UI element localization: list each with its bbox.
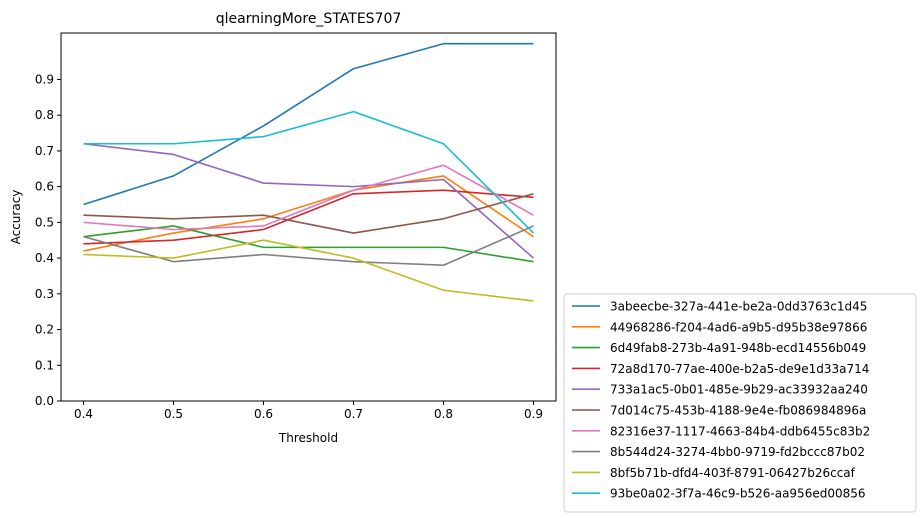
y-tick-label: 0.8 — [35, 108, 54, 122]
y-axis: 0.0 0.1 0.2 0.3 0.4 0.5 0.6 0.7 0.8 0.9 — [35, 72, 61, 408]
x-tick-label: 0.9 — [524, 407, 543, 421]
y-tick-label: 0.4 — [35, 251, 54, 265]
legend-frame — [563, 293, 917, 513]
plot-lines — [83, 42, 535, 302]
y-tick-label: 0.9 — [35, 72, 54, 86]
series-line-9 — [83, 239, 534, 302]
x-tick-label: 0.4 — [74, 407, 93, 421]
legend-label: 82316e37-1117-4663-84b4-ddb6455c83b2 — [610, 424, 870, 438]
y-tick-label: 0.3 — [35, 287, 54, 301]
y-tick-label: 0.1 — [35, 358, 54, 372]
x-tick-label: 0.8 — [434, 407, 453, 421]
x-axis-label: Threshold — [278, 431, 338, 445]
y-tick-label: 0.7 — [35, 144, 54, 158]
series-line-3 — [83, 225, 534, 263]
chart-title: qlearningMore_STATES707 — [216, 11, 402, 27]
series-line-7 — [83, 164, 534, 231]
x-tick-label: 0.7 — [344, 407, 363, 421]
y-axis-label: Accuracy — [9, 190, 23, 245]
series-line-6 — [83, 193, 534, 234]
x-tick-label: 0.6 — [254, 407, 273, 421]
y-tick-label: 0.0 — [35, 394, 54, 408]
legend-label: 733a1ac5-0b01-485e-9b29-ac33932aa240 — [610, 383, 868, 397]
legend-label: 44968286-f204-4ad6-a9b5-d95b38e97866 — [610, 320, 867, 334]
x-axis: 0.4 0.5 0.6 0.7 0.8 0.9 — [74, 401, 543, 421]
legend-label: 72a8d170-77ae-400e-b2a5-de9e1d33a714 — [610, 362, 869, 376]
legend-label: 8b544d24-3274-4bb0-9719-fd2bccc87b02 — [610, 445, 865, 459]
legend: 3abeecbe-327a-441e-be2a-0dd3763c1d45 4496… — [563, 293, 917, 513]
series-line-2 — [83, 175, 534, 252]
legend-label: 8bf5b71b-dfd4-403f-8791-06427b26ccaf — [610, 466, 856, 480]
y-tick-label: 0.6 — [35, 180, 54, 194]
legend-label: 93be0a02-3f7a-46c9-b526-aa956ed00856 — [610, 487, 866, 501]
series-line-4 — [83, 189, 534, 245]
series-line-8 — [83, 225, 534, 267]
plot-frame — [60, 32, 557, 402]
y-tick-label: 0.5 — [35, 215, 54, 229]
x-tick-label: 0.5 — [164, 407, 183, 421]
legend-label: 6d49fab8-273b-4a91-948b-ecd14556b049 — [610, 341, 866, 355]
series-line-1 — [83, 42, 534, 206]
legend-label: 7d014c75-453b-4188-9e4e-fb086984896a — [610, 404, 866, 418]
series-line-10 — [83, 110, 535, 234]
y-tick-label: 0.2 — [35, 323, 54, 337]
legend-label: 3abeecbe-327a-441e-be2a-0dd3763c1d45 — [610, 300, 867, 314]
series-line-5 — [83, 142, 535, 259]
